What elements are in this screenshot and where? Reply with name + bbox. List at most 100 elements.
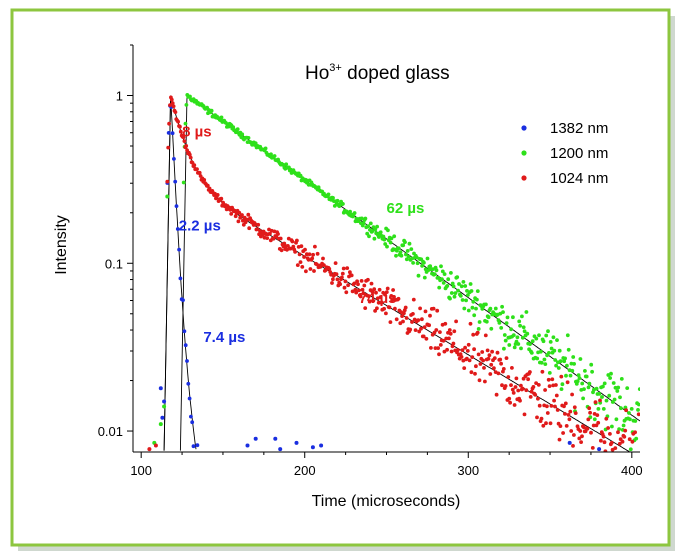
point-s2-111 [265,236,270,241]
point-s2-341 [472,347,476,352]
point-s2-279 [416,318,421,322]
point-s2-417 [540,369,545,374]
point-s2-442 [563,412,567,416]
point-s2-274 [411,297,416,302]
point-s2-418 [541,423,546,428]
point-s1-385 [528,342,532,346]
point-s2-196 [341,266,346,271]
point-s2-395 [520,386,525,391]
point-s2-476 [595,413,600,417]
point-s1-321 [470,305,475,310]
point-s1-206 [367,234,371,239]
point-s1-65 [240,132,245,137]
point-s1-253 [409,247,414,252]
point-s1-205 [366,224,370,229]
point-s2-380 [507,396,512,401]
point-s1-424 [563,356,567,361]
point-s2-270 [408,327,413,332]
point-s2-227 [369,281,374,286]
point-s0-13 [182,329,187,334]
point-s1-267 [422,260,426,265]
point-s2-430 [552,398,556,403]
point-s1-356 [502,346,506,351]
point-s2-432 [554,383,558,387]
point-s2-311 [445,347,449,352]
point-s2-203 [348,270,352,275]
legend-marker-1 [521,150,527,156]
point-s2-100 [255,227,260,232]
outlier-s0-6 [278,447,283,452]
point-s0-5 [172,157,176,161]
point-s2-19 [182,139,187,144]
point-s1-171 [335,198,340,203]
point-s1-357 [502,333,507,337]
point-s2-450 [570,392,574,397]
point-s1-507 [637,387,640,391]
point-s2-346 [476,352,481,357]
point-s2-163 [312,269,316,273]
point-s2-353 [483,379,487,384]
point-s2-491 [613,446,618,450]
point-s2-224 [366,294,371,298]
point-s2-444 [564,424,569,428]
x-tick-label-300: 300 [457,463,479,478]
point-s1-438 [575,379,580,384]
point-s2-470 [589,430,593,435]
point-s1-150 [316,185,321,190]
point-s1-293 [445,284,450,288]
point-s2-153 [303,247,307,252]
point-s2-359 [488,372,493,376]
point-s1-440 [577,376,582,380]
point-s1-222 [381,234,386,239]
point-s1-364 [509,327,513,332]
point-s2-354 [483,333,488,338]
point-s2-460 [580,434,584,439]
outlier-s0-5 [273,436,278,441]
point-s1-428 [566,347,571,352]
point-s1-408 [548,340,553,344]
point-s2-45 [205,183,210,188]
point-s1-3 [184,103,189,107]
point-s1-301 [452,294,457,299]
point-s1-297 [449,271,453,275]
point-s0-18 [189,414,193,419]
point-s1-418 [557,348,562,353]
point-s1-31 [209,108,214,113]
point-s2-7 [171,104,176,109]
point-s1-457 [592,417,597,422]
point-s1-503 [634,436,639,441]
point-s1-375 [519,346,523,351]
point-s2-426 [548,421,553,426]
point-s2-446 [566,413,571,417]
point-s2-440 [561,431,565,435]
point-s2-500 [627,437,632,442]
point-s2-379 [506,375,511,379]
point-s2-413 [536,383,541,387]
point-s2-490 [610,447,615,452]
point-s2-343 [474,364,478,369]
point-s2-212 [356,282,360,287]
point-s1-329 [477,320,482,324]
y-axis-ticks: 0.01 0.1 1 [98,44,133,439]
y-tick-label-0: 0.01 [98,424,123,439]
point-s1-327 [475,289,480,293]
point-s2-291 [427,323,431,328]
point-s2-431 [553,404,557,409]
point-s1-379 [522,329,527,334]
point-s1-230 [388,240,393,245]
point-s1-185 [348,209,352,214]
point-s1-242 [399,253,404,258]
point-s2-372 [500,383,504,388]
point-s1-247 [404,252,408,257]
point-s2-147 [297,252,302,257]
point-s1-351 [497,321,502,325]
point-s2-414 [537,403,542,408]
point-s1-249 [405,249,410,253]
point-s2-313 [447,336,451,341]
point-s2-308 [442,349,447,354]
point-s2-453 [572,405,577,410]
point-s2-288 [424,336,429,341]
point-s2-210 [354,290,359,295]
point-s2-327 [459,355,464,359]
point-s2-281 [418,306,422,311]
